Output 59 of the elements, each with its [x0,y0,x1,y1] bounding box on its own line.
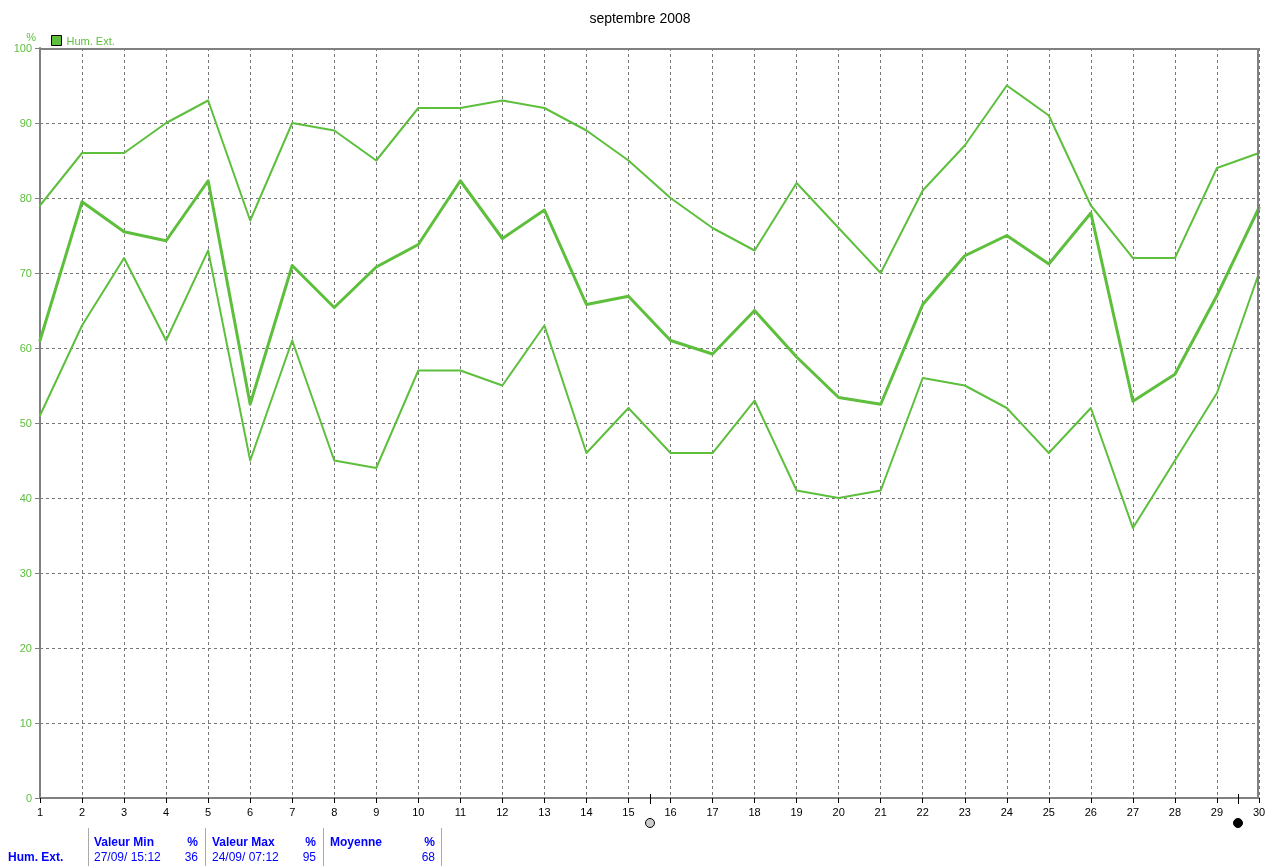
x-tick-label: 17 [706,805,719,818]
y-tick-label: 100 [13,42,32,54]
x-tick-label: 24 [1000,805,1013,818]
x-tick-label: 15 [622,805,635,818]
x-tick-label: 27 [1126,805,1140,818]
x-tick-label: 9 [373,805,380,818]
text: 36 [184,850,198,864]
x-tick-label: 3 [121,805,128,818]
y-tick-label: 70 [19,267,32,279]
legend-label: Hum. Ext. [66,34,115,47]
x-tick-label: 8 [331,805,338,818]
text: % [187,835,198,849]
y-tick-label: 80 [19,192,32,204]
text: Moyenne [330,835,383,849]
x-tick-label: 18 [748,805,761,818]
x-tick-label: 29 [1210,805,1224,818]
text: Valeur Min [94,835,155,849]
x-tick-label: 30 [1252,805,1266,818]
text: 27/09/ 15:12 [94,850,161,864]
y-tick-label: 0 [25,792,32,804]
x-tick-label: 16 [664,805,677,818]
x-tick-label: 21 [874,805,887,818]
text: 95 [302,850,316,864]
x-tick-label: 1 [36,805,44,818]
x-tick-label: 14 [580,805,593,818]
y-tick-label: 20 [19,642,32,654]
x-tick-label: 12 [496,805,509,818]
text: Valeur Max [212,835,275,849]
chart-title: septembre 2008 [589,10,691,26]
y-tick-label: 40 [19,492,32,504]
x-tick-label: 19 [790,805,803,818]
x-tick-label: 2 [78,805,86,818]
y-axis-title: % [26,30,37,43]
x-tick-label: 13 [538,805,551,818]
x-tick-label: 26 [1084,805,1097,818]
y-tick-label: 30 [19,567,32,579]
x-tick-label: 20 [832,805,845,818]
text: % [305,835,316,849]
x-tick-label: 10 [412,805,425,818]
text: 68 [421,850,435,864]
x-tick-label: 22 [916,805,929,818]
x-tick-label: 5 [205,805,212,818]
x-tick-label: 7 [289,805,296,818]
x-tick-label: 6 [247,805,254,818]
x-tick-label: 11 [454,805,467,818]
x-tick-label: 23 [958,805,971,818]
line-series [39,249,1260,529]
text: % [424,835,435,849]
x-tick-label: 28 [1168,805,1182,818]
y-tick-label: 10 [19,717,32,729]
x-tick-label: 4 [163,805,170,818]
text: 24/09/ 07:12 [212,850,279,864]
y-tick-label: 50 [19,417,32,429]
x-tick-label: 25 [1042,805,1055,818]
y-tick-label: 90 [19,117,32,129]
line-series [39,84,1260,274]
text: Hum. Ext. [8,850,64,864]
y-tick-label: 60 [19,342,32,354]
line-series [38,179,1261,406]
